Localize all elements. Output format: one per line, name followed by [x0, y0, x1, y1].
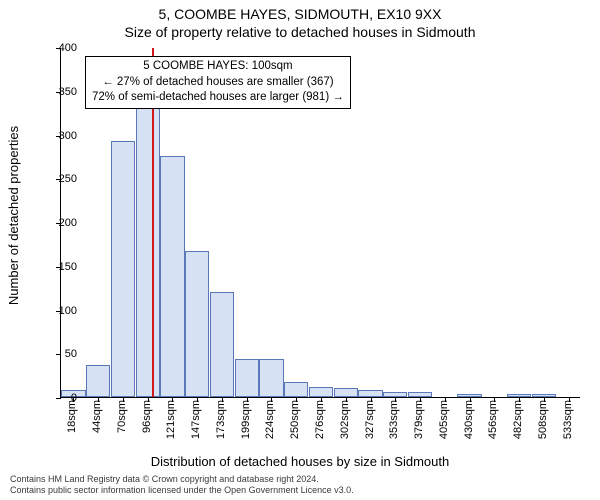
annotation-line-3: 72% of semi-detached houses are larger (…: [92, 90, 344, 106]
title-address: 5, COOMBE HAYES, SIDMOUTH, EX10 9XX: [0, 6, 600, 22]
x-tick-label: 456sqm: [487, 400, 499, 439]
x-tick-label: 276sqm: [314, 400, 326, 439]
x-tick-label: 224sqm: [264, 400, 276, 439]
histogram-bar: [111, 141, 135, 397]
histogram-bar: [309, 387, 333, 398]
title-subtitle: Size of property relative to detached ho…: [0, 24, 600, 40]
y-tick-label: 50: [47, 348, 77, 360]
histogram-bar: [210, 292, 234, 397]
y-tick-label: 300: [47, 130, 77, 142]
y-tick-label: 200: [47, 217, 77, 229]
x-tick-label: 482sqm: [512, 400, 524, 439]
x-tick-label: 533sqm: [562, 400, 574, 439]
x-tick-label: 96sqm: [141, 400, 153, 433]
x-tick-label: 44sqm: [91, 400, 103, 433]
x-tick-label: 327sqm: [364, 400, 376, 439]
footer-line-2: Contains public sector information licen…: [10, 485, 590, 496]
x-tick-label: 379sqm: [413, 400, 425, 439]
histogram-bar: [160, 156, 184, 398]
x-tick-label: 173sqm: [215, 400, 227, 439]
histogram-bar: [334, 388, 358, 397]
histogram-bar: [185, 251, 209, 397]
annotation-line-1: 5 COOMBE HAYES: 100sqm: [92, 59, 344, 75]
y-tick-label: 150: [47, 261, 77, 273]
x-tick-label: 147sqm: [190, 400, 202, 439]
x-tick-label: 18sqm: [66, 400, 78, 433]
footer-line-1: Contains HM Land Registry data © Crown c…: [10, 474, 590, 485]
x-tick-label: 302sqm: [339, 400, 351, 439]
footer-attribution: Contains HM Land Registry data © Crown c…: [10, 474, 590, 497]
x-tick-label: 199sqm: [240, 400, 252, 439]
x-tick-label: 70sqm: [116, 400, 128, 433]
histogram-bar: [284, 382, 308, 397]
histogram-bar: [136, 108, 160, 397]
y-tick-label: 100: [47, 305, 77, 317]
chart-plot-area: 5 COOMBE HAYES: 100sqm← 27% of detached …: [60, 48, 580, 398]
x-tick-label: 121sqm: [165, 400, 177, 439]
x-tick-label: 508sqm: [537, 400, 549, 439]
y-tick-label: 250: [47, 173, 77, 185]
histogram-bar: [358, 390, 382, 397]
histogram-bar: [235, 359, 259, 397]
x-tick-label: 353sqm: [388, 400, 400, 439]
y-axis-label: Number of detached properties: [7, 125, 22, 304]
annotation-box: 5 COOMBE HAYES: 100sqm← 27% of detached …: [85, 56, 351, 109]
annotation-line-2: ← 27% of detached houses are smaller (36…: [92, 75, 344, 91]
x-tick-label: 430sqm: [463, 400, 475, 439]
x-tick-label: 405sqm: [438, 400, 450, 439]
x-axis-label: Distribution of detached houses by size …: [0, 454, 600, 469]
y-tick-label: 350: [47, 86, 77, 98]
histogram-bar: [259, 359, 283, 397]
y-axis-label-wrap: Number of detached properties: [6, 0, 22, 430]
histogram-bar: [86, 365, 110, 397]
y-tick-label: 400: [47, 42, 77, 54]
x-tick-label: 250sqm: [289, 400, 301, 439]
